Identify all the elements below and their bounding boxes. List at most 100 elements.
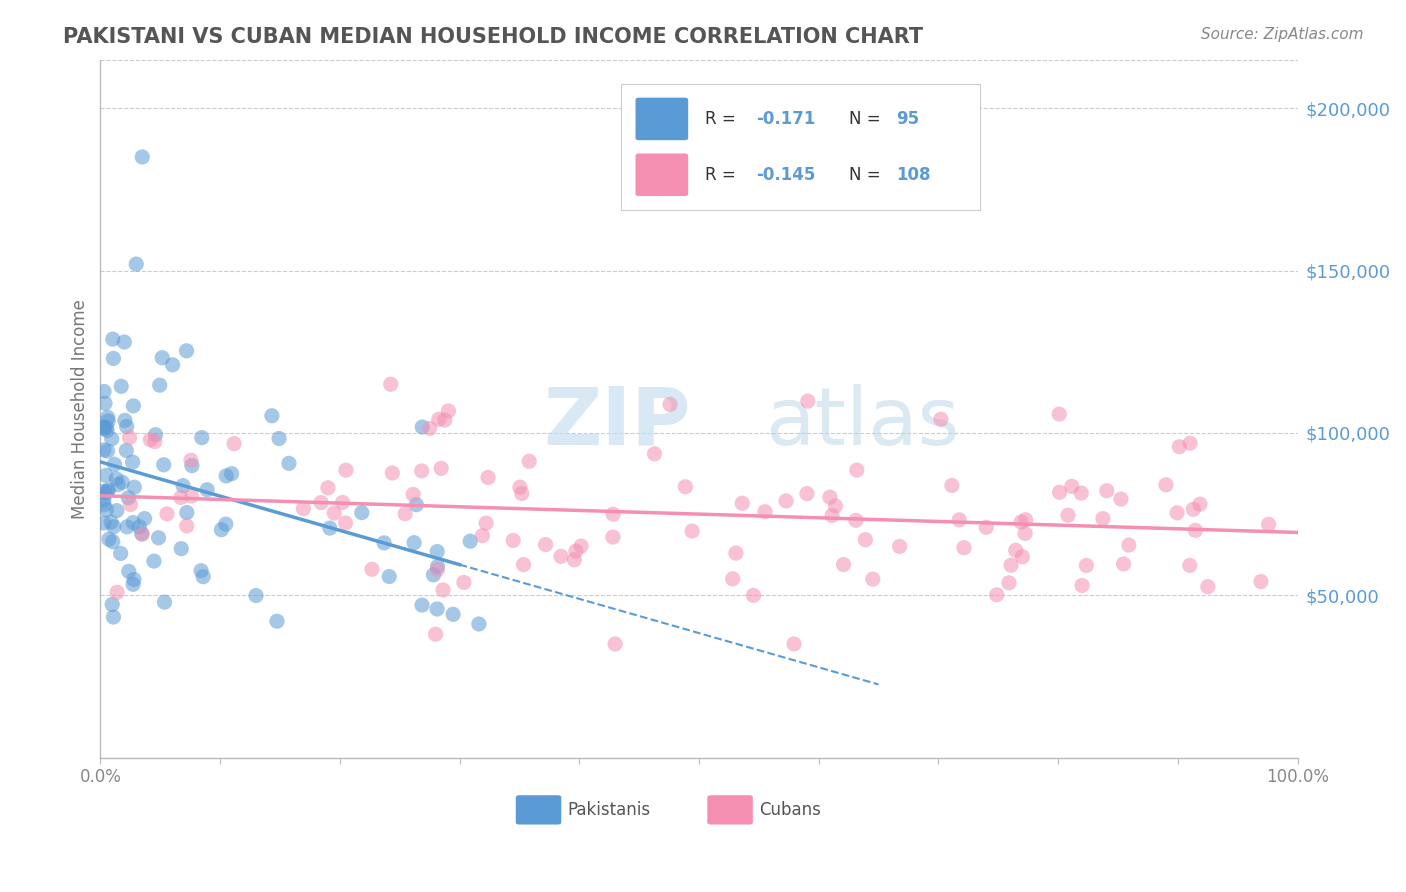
Point <box>335 463 357 477</box>
Point <box>93 492 115 507</box>
Point <box>411 420 433 434</box>
Point <box>180 453 202 467</box>
Point <box>101 332 124 346</box>
Point <box>145 427 167 442</box>
Point <box>93 421 115 435</box>
Point <box>441 607 464 622</box>
Point <box>128 520 150 534</box>
Point <box>605 637 627 651</box>
Point <box>534 537 557 551</box>
Point <box>335 516 357 530</box>
Point <box>380 377 402 392</box>
Point <box>845 463 868 477</box>
Point <box>103 520 125 534</box>
Point <box>644 447 666 461</box>
Point <box>742 589 765 603</box>
Point <box>986 588 1008 602</box>
Point <box>101 598 124 612</box>
Point <box>1154 477 1177 491</box>
Point <box>100 516 122 530</box>
Point <box>475 516 498 530</box>
Point <box>1250 574 1272 589</box>
Point <box>162 358 184 372</box>
Point <box>149 378 172 392</box>
Point <box>191 431 214 445</box>
Point <box>152 458 174 472</box>
Point <box>832 558 855 572</box>
Point <box>115 520 138 534</box>
Point <box>111 475 134 490</box>
Point <box>721 572 744 586</box>
Text: R =: R = <box>704 110 741 128</box>
Point <box>783 637 806 651</box>
Point <box>411 464 433 478</box>
Point <box>426 602 449 616</box>
Point <box>148 531 170 545</box>
Point <box>974 520 997 534</box>
Point <box>124 480 146 494</box>
Point <box>929 412 952 426</box>
FancyBboxPatch shape <box>636 153 688 196</box>
Point <box>142 554 165 568</box>
Point <box>100 432 122 446</box>
Point <box>103 458 125 472</box>
Point <box>96 502 118 516</box>
FancyBboxPatch shape <box>516 796 561 824</box>
Point <box>1197 580 1219 594</box>
Point <box>122 573 145 587</box>
Point <box>731 496 754 510</box>
Point <box>458 534 481 549</box>
Point <box>97 414 120 428</box>
Point <box>153 595 176 609</box>
Point <box>1071 578 1094 592</box>
Point <box>948 513 970 527</box>
Point <box>998 575 1021 590</box>
Point <box>1076 558 1098 573</box>
Point <box>267 432 290 446</box>
Point <box>502 533 524 548</box>
Point <box>105 472 128 486</box>
Point <box>862 572 884 586</box>
Point <box>316 481 339 495</box>
Point <box>122 577 145 591</box>
Point <box>96 420 118 434</box>
Point <box>430 461 453 475</box>
Point <box>1184 524 1206 538</box>
Point <box>134 511 156 525</box>
Point <box>131 526 153 541</box>
Point <box>373 536 395 550</box>
Text: N =: N = <box>849 166 886 184</box>
Text: -0.145: -0.145 <box>756 166 815 184</box>
Point <box>681 524 703 538</box>
Point <box>512 558 534 572</box>
Point <box>323 506 346 520</box>
Point <box>190 564 212 578</box>
Point <box>550 549 572 564</box>
Point <box>818 490 841 504</box>
Point <box>411 598 433 612</box>
Point <box>292 501 315 516</box>
Point <box>93 442 115 457</box>
FancyBboxPatch shape <box>621 84 980 210</box>
Point <box>453 575 475 590</box>
Text: N =: N = <box>849 110 886 128</box>
Point <box>824 499 846 513</box>
Point <box>94 468 117 483</box>
Point <box>361 562 384 576</box>
Point <box>853 533 876 547</box>
Point <box>775 494 797 508</box>
Point <box>245 589 267 603</box>
Point <box>176 506 198 520</box>
Text: atlas: atlas <box>765 384 959 461</box>
Point <box>432 582 454 597</box>
Text: ZIP: ZIP <box>543 384 690 461</box>
Point <box>93 516 115 530</box>
Point <box>509 480 531 494</box>
Point <box>425 627 447 641</box>
Point <box>402 487 425 501</box>
Point <box>117 491 139 505</box>
Point <box>1095 483 1118 498</box>
Text: Cubans: Cubans <box>759 801 821 819</box>
Point <box>103 351 125 366</box>
Point <box>97 484 120 499</box>
